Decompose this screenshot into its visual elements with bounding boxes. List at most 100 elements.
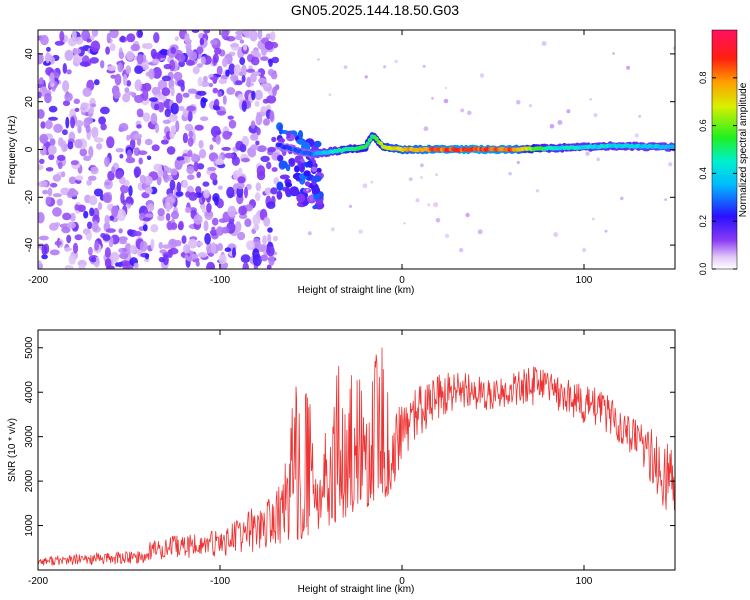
heatmap-cell — [296, 193, 306, 203]
heatmap-cell — [79, 148, 88, 157]
heatmap-cell — [328, 93, 332, 97]
heatmap-cell — [162, 170, 168, 181]
heatmap-cell — [477, 229, 483, 235]
heatmap-cell — [169, 130, 175, 140]
heatmap-cell — [225, 69, 230, 77]
heatmap-cell — [110, 251, 120, 263]
heatmap-x-tick-label: 100 — [576, 275, 593, 286]
heatmap-cell — [277, 154, 284, 162]
heatmap-cell — [589, 98, 592, 101]
heatmap-cell — [264, 41, 274, 50]
heatmap-cell — [256, 165, 266, 177]
heatmap-cell — [137, 30, 143, 38]
colorbar-tick-label: 0.6 — [698, 119, 708, 132]
heatmap-cell — [255, 182, 261, 192]
heatmap-cell — [217, 243, 224, 251]
heatmap-cell — [270, 72, 278, 80]
heatmap-cell — [41, 254, 48, 260]
heatmap-cell — [94, 240, 99, 251]
heatmap-cell — [206, 202, 212, 213]
heatmap-cell — [185, 41, 192, 53]
heatmap-cell — [62, 100, 71, 107]
heatmap-cell — [276, 181, 284, 191]
heatmap-cell — [70, 212, 76, 222]
heatmap-cell — [39, 133, 49, 144]
heatmap-cell — [142, 43, 148, 49]
heatmap-cell — [444, 233, 450, 238]
heatmap-cell — [40, 180, 48, 188]
heatmap-cell — [244, 186, 248, 199]
heatmap-cell — [255, 140, 260, 146]
heatmap-cell — [408, 177, 413, 182]
heatmap-cell — [61, 226, 71, 234]
heatmap-cell — [535, 189, 540, 193]
heatmap-cell — [261, 47, 267, 56]
snr-x-tick-label: -200 — [28, 576, 48, 587]
heatmap-cell — [210, 229, 218, 236]
heatmap-cell — [38, 263, 44, 269]
heatmap-cell — [161, 75, 171, 82]
heatmap-cell — [138, 157, 143, 165]
heatmap-cell — [175, 191, 184, 197]
heatmap-cell — [170, 86, 175, 97]
heatmap-cell — [58, 137, 64, 147]
heatmap-cell — [255, 113, 263, 126]
heatmap-cell — [435, 173, 438, 177]
heatmap-cell — [157, 208, 165, 217]
heatmap-cell — [226, 87, 236, 95]
heatmap-cell — [200, 116, 209, 121]
heatmap-cell — [254, 89, 263, 101]
heatmap-cell — [222, 57, 228, 68]
heatmap-cell — [115, 148, 124, 153]
heatmap-cell — [60, 171, 66, 178]
heatmap-cell — [169, 179, 176, 191]
heatmap-cell — [53, 123, 63, 133]
heatmap-cell — [224, 152, 235, 159]
heatmap-cell — [154, 123, 160, 134]
heatmap-cell — [212, 87, 219, 94]
heatmap-cell — [167, 220, 172, 231]
heatmap-cell — [109, 43, 116, 52]
heatmap-y-label: Frequency (Hz) — [7, 116, 18, 185]
heatmap-cell — [271, 56, 280, 64]
heatmap-cell — [228, 63, 236, 75]
heatmap-cell — [134, 79, 142, 91]
heatmap-cell — [178, 160, 186, 165]
heatmap-cell — [254, 192, 261, 202]
heatmap-cell — [276, 190, 283, 200]
heatmap-cell — [118, 236, 128, 242]
heatmap-cell — [182, 132, 188, 144]
heatmap-cell — [175, 92, 183, 104]
heatmap-cell — [106, 32, 111, 44]
heatmap-cell — [104, 156, 110, 167]
heatmap-cell — [151, 86, 161, 95]
heatmap-cell — [185, 59, 195, 66]
heatmap-cell — [90, 35, 95, 41]
heatmap-cell — [250, 56, 260, 66]
heatmap-cell — [311, 166, 318, 173]
heatmap-cell — [105, 46, 110, 55]
heatmap-cell — [126, 80, 132, 87]
heatmap-x-tick-label: -100 — [210, 275, 230, 286]
heatmap-cell — [209, 76, 219, 81]
heatmap-cell — [508, 172, 512, 176]
heatmap-cell — [38, 109, 45, 119]
heatmap-cell — [160, 139, 169, 145]
heatmap-cell — [196, 63, 203, 68]
colorbar-tick-label: 0.0 — [698, 263, 708, 276]
heatmap-cell — [74, 120, 84, 128]
heatmap-cell — [278, 137, 285, 144]
heatmap-cell — [309, 194, 314, 202]
heatmap-cell — [203, 75, 208, 82]
heatmap-cell — [182, 92, 190, 98]
heatmap-cell — [465, 212, 470, 218]
heatmap-cell — [238, 167, 243, 176]
snr-y-tick-label: 3000 — [24, 425, 35, 448]
heatmap-cell — [192, 66, 200, 75]
heatmap-cell — [93, 188, 104, 197]
heatmap-cell — [49, 222, 59, 231]
heatmap-cell — [208, 82, 214, 88]
heatmap-cell — [78, 264, 86, 269]
heatmap-cell — [170, 222, 178, 230]
heatmap-cell — [431, 96, 434, 100]
